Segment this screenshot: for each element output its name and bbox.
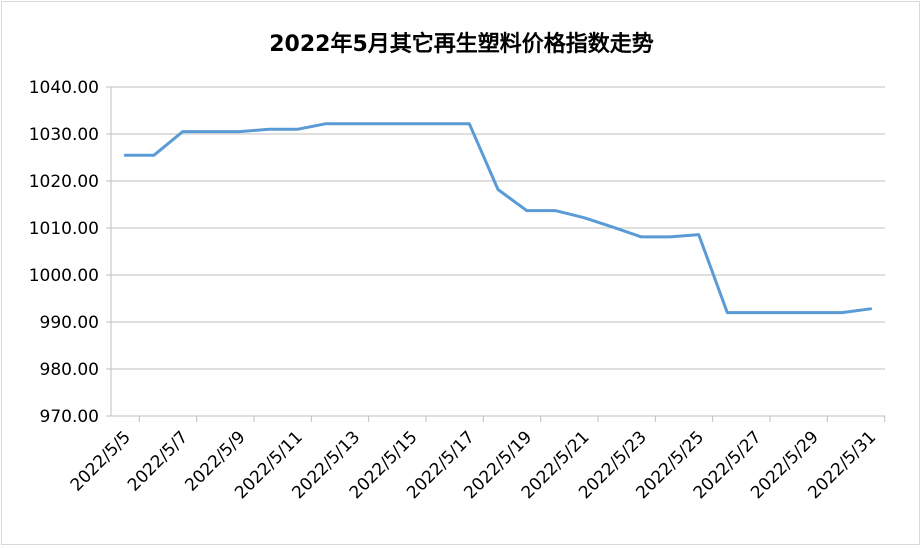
y-tick-label: 1040.00: [29, 78, 99, 98]
y-tick-label: 1030.00: [29, 125, 99, 145]
series-layer: [123, 122, 873, 315]
y-tick-label: 980.00: [40, 360, 99, 380]
series-line: [123, 122, 873, 315]
y-axis-ticks: 1040.00 1030.00 1020.00 1010.00 1000.00 990.0…: [29, 78, 99, 427]
y-tick-label: 1000.00: [29, 266, 99, 286]
x-tick-label: 2022/5/7: [124, 427, 192, 495]
y-tick-label: 970.00: [40, 407, 99, 427]
grid-lines: [111, 86, 885, 417]
chart-title: 2022年5月其它再生塑料价格指数走势: [269, 32, 654, 57]
x-tick-label: 2022/5/5: [67, 427, 135, 495]
x-axis-ticks: 2022/5/52022/5/72022/5/92022/5/112022/5/…: [67, 427, 880, 503]
y-tick-label: 1020.00: [29, 172, 99, 192]
y-tick-label: 990.00: [40, 313, 99, 333]
axes: [106, 86, 886, 422]
y-tick-label: 1010.00: [29, 219, 99, 239]
